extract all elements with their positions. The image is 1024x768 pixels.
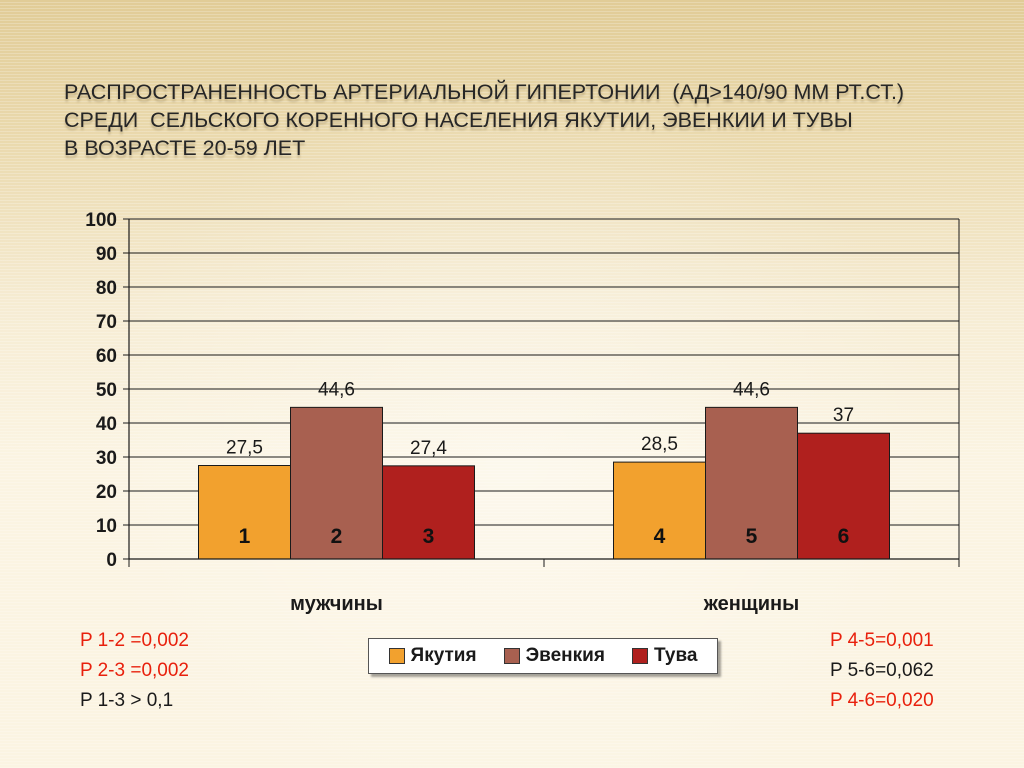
- p-value-men-1-3: P 1-3 > 0,1: [80, 690, 174, 711]
- p-values-women: P 4-5=0,001 P 5-6=0,062 P 4-6=0,020: [830, 626, 934, 716]
- y-tick-label: 40: [96, 414, 117, 435]
- slide-title: Распространенность артериальной гипертон…: [64, 78, 994, 162]
- legend-label-tuva: Тува: [654, 645, 698, 666]
- y-tick-label: 70: [96, 312, 117, 333]
- legend-swatch-yakutia: [388, 648, 405, 664]
- p-values-men: P 1-2 =0,002 P 2-3 =0,002 P 1-3 > 0,1: [80, 626, 189, 716]
- chart-legend: Якутия Эвенкия Тува: [368, 638, 718, 674]
- title-line-1: Распространенность артериальной гипертон…: [64, 80, 905, 104]
- bar-number-label: 4: [654, 525, 666, 548]
- y-tick-label: 50: [96, 380, 117, 401]
- x-category-label: женщины: [703, 593, 799, 615]
- title-line-2: среди сельского коренного населения Якут…: [64, 108, 853, 132]
- y-tick-label: 20: [96, 482, 117, 503]
- bar-value-label: 27,5: [226, 438, 263, 459]
- bar: [382, 465, 475, 560]
- y-tick-label: 0: [106, 550, 117, 571]
- bar-value-label: 44,6: [733, 379, 770, 400]
- y-tick-label: 90: [96, 244, 117, 265]
- bar: [198, 465, 291, 560]
- legend-item-yakutia: Якутия: [388, 645, 477, 667]
- bar-number-label: 5: [746, 525, 758, 548]
- bar-value-label: 28,5: [641, 434, 678, 455]
- bar-number-label: 3: [423, 525, 435, 548]
- bar-number-label: 1: [239, 525, 251, 548]
- y-tick-label: 100: [85, 210, 117, 231]
- bar: [705, 406, 798, 560]
- p-value-women-4-6: P 4-6=0,020: [830, 690, 934, 711]
- legend-swatch-tuva: [632, 648, 648, 664]
- legend-swatch-evenkia: [503, 648, 520, 664]
- p-value-women-4-5: P 4-5=0,001: [830, 630, 934, 651]
- bar-value-label: 27,4: [410, 438, 447, 459]
- p-value-women-5-6: P 5-6=0,062: [830, 660, 934, 681]
- x-category-label: мужчины: [290, 593, 383, 615]
- title-line-3: в возрасте 20-59 лет: [64, 136, 306, 160]
- y-tick-label: 10: [96, 516, 117, 537]
- p-value-men-1-2: P 1-2 =0,002: [80, 630, 189, 651]
- y-tick-label: 60: [96, 346, 117, 367]
- y-tick-label: 30: [96, 448, 117, 469]
- bar-value-label: 37: [833, 405, 854, 426]
- bar: [613, 461, 706, 560]
- y-tick-label: 80: [96, 278, 117, 299]
- bar: [290, 406, 383, 560]
- bar-number-label: 2: [331, 525, 343, 548]
- bar-value-label: 44,6: [318, 379, 355, 400]
- legend-label-evenkia: Эвенкия: [525, 645, 605, 666]
- legend-item-evenkia: Эвенкия: [503, 645, 605, 667]
- bar-number-label: 6: [838, 525, 850, 548]
- legend-label-yakutia: Якутия: [410, 645, 477, 666]
- legend-item-tuva: Тува: [632, 645, 697, 667]
- p-value-men-2-3: P 2-3 =0,002: [80, 660, 189, 681]
